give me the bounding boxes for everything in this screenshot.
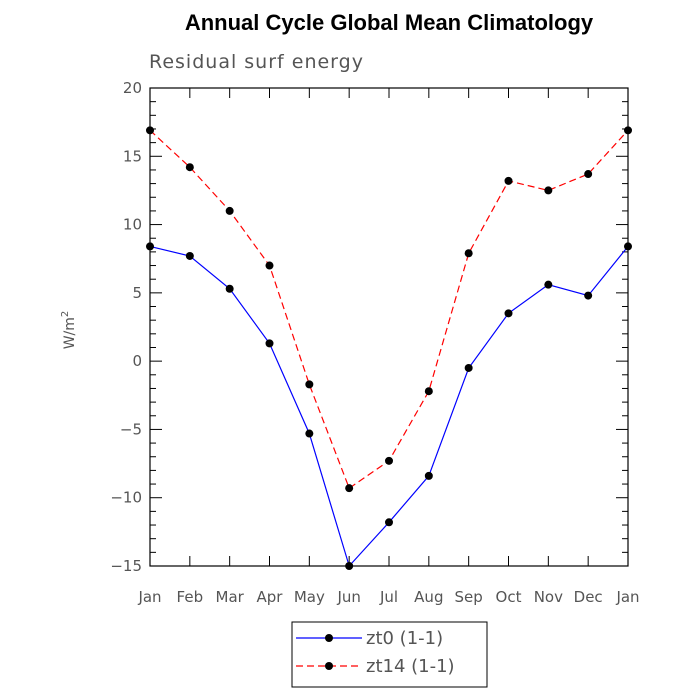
data-point (185, 251, 194, 260)
y-axis-label: W/m2 (60, 311, 78, 350)
chart-title: Annual Cycle Global Mean Climatology (185, 10, 594, 35)
data-point (225, 284, 234, 293)
x-tick-label: Jan (137, 588, 161, 606)
y-tick-label: −15 (110, 557, 142, 575)
data-point (385, 456, 393, 465)
data-point (265, 261, 274, 270)
data-point (544, 186, 553, 195)
data-point (305, 429, 314, 438)
y-tick-label: 5 (132, 284, 142, 302)
data-point (584, 291, 593, 300)
data-point (624, 126, 632, 135)
plot-frame (149, 87, 629, 567)
data-point (464, 249, 473, 258)
legend-box (291, 621, 488, 688)
plot-border (149, 87, 629, 567)
legend-marker-0 (325, 634, 333, 642)
y-tick-label: 20 (123, 79, 142, 97)
data-point (544, 280, 553, 289)
data-point (146, 126, 154, 135)
y-tick-label: −10 (110, 489, 142, 507)
x-tick-label: Feb (177, 588, 204, 606)
data-point (584, 170, 593, 179)
chart-subtitle: Residual surf energy (149, 51, 364, 73)
legend-label-0: zt0 (1-1) (366, 628, 443, 649)
data-point (424, 471, 433, 480)
series-layer (146, 126, 632, 570)
y-tick-label: 0 (132, 352, 142, 370)
data-point (624, 242, 632, 251)
x-axis-ticks: Jan Feb Mar Apr May Jun Jul Aug Sep Oct Nov Dec Jan (137, 88, 640, 606)
x-tick-label: Nov (534, 588, 563, 606)
x-tick-label: Aug (414, 588, 443, 606)
data-point (225, 206, 234, 215)
y-tick-label: −5 (120, 420, 142, 438)
legend-label-1: zt14 (1-1) (366, 656, 455, 677)
data-point (345, 484, 354, 493)
data-point (185, 163, 194, 172)
y-axis-label-base: W/m (62, 317, 78, 349)
legend-marker-1 (325, 662, 333, 670)
y-tick-label: 10 (123, 216, 142, 234)
legend: zt0 (1-1) zt14 (1-1) (291, 621, 488, 688)
x-tick-label: Mar (216, 588, 245, 606)
data-point (265, 339, 274, 348)
x-tick-label: May (294, 588, 325, 606)
data-point (385, 518, 393, 527)
y-tick-label: 15 (123, 147, 142, 165)
x-tick-label: Sep (455, 588, 483, 606)
x-tick-label: Oct (496, 588, 522, 606)
data-point (504, 176, 513, 185)
x-tick-label: Jul (379, 588, 398, 606)
y-axis-label-exponent: 2 (60, 311, 71, 317)
series-line-0 (149, 245, 629, 568)
data-point (424, 387, 433, 396)
data-point (305, 380, 314, 389)
x-tick-label: Dec (574, 588, 603, 606)
x-tick-label: Apr (257, 588, 284, 606)
data-point (345, 562, 354, 570)
data-point (504, 309, 513, 318)
x-tick-label: Jun (336, 588, 360, 606)
data-point (146, 242, 154, 251)
data-point (464, 363, 473, 372)
y-axis-ticks: −15 −10 −5 0 5 10 15 20 (110, 79, 628, 575)
x-tick-label: Jan (615, 588, 639, 606)
series-line-1 (149, 129, 629, 490)
